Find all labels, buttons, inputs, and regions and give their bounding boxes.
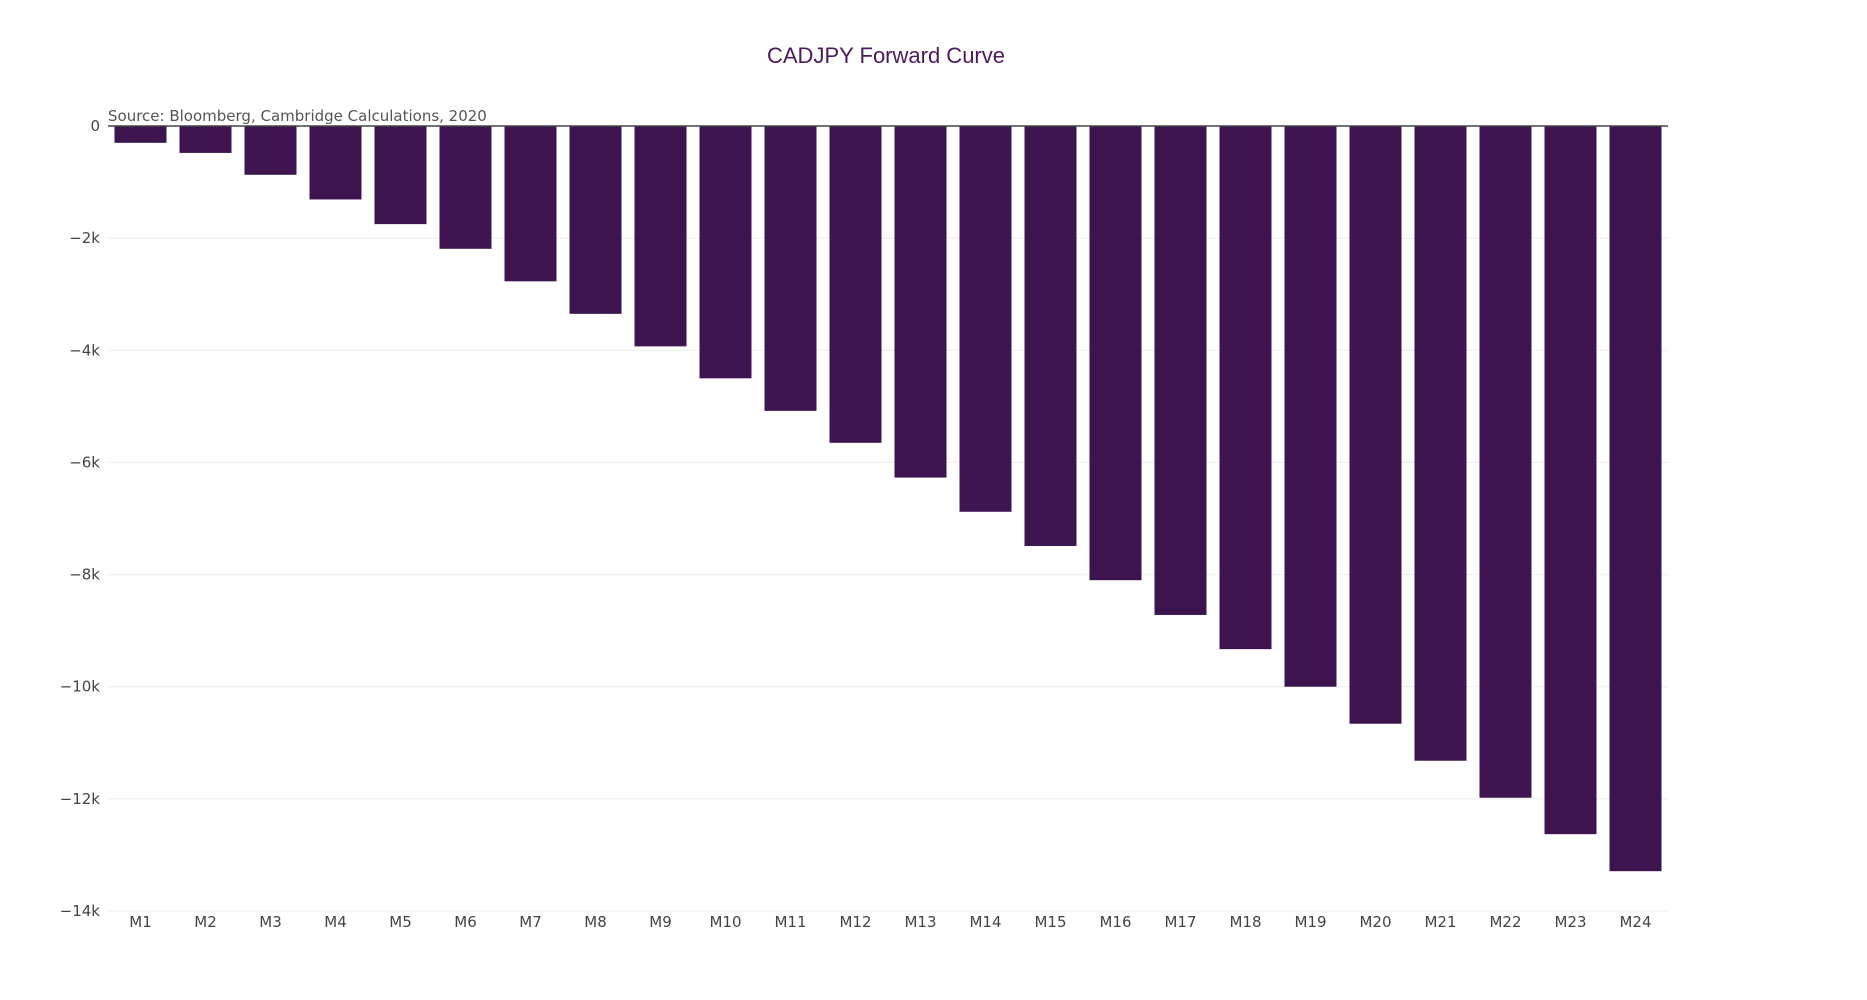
y-axis-ticks: 0 −2k −4k −6k −8k −10k −12k −14k bbox=[60, 117, 101, 920]
x-tick-label: M19 bbox=[1294, 913, 1326, 931]
bar-m2[interactable] bbox=[179, 126, 232, 153]
y-tick-label: 0 bbox=[90, 117, 100, 135]
x-tick-label: M18 bbox=[1229, 913, 1261, 931]
y-tick-label: −10k bbox=[60, 678, 101, 696]
bar-m24[interactable] bbox=[1609, 126, 1662, 872]
x-tick-label: M24 bbox=[1619, 913, 1651, 931]
bar-m22[interactable] bbox=[1479, 126, 1532, 798]
bar-m12[interactable] bbox=[829, 126, 882, 443]
x-tick-label: M14 bbox=[969, 913, 1001, 931]
bar-m15[interactable] bbox=[1024, 126, 1077, 546]
x-tick-label: M21 bbox=[1424, 913, 1456, 931]
bar-m18[interactable] bbox=[1219, 126, 1272, 650]
y-tick-label: −6k bbox=[69, 453, 100, 471]
bar-m4[interactable] bbox=[309, 126, 362, 200]
x-tick-label: M2 bbox=[194, 913, 217, 931]
x-tick-label: M4 bbox=[324, 913, 347, 931]
x-tick-label: M9 bbox=[649, 913, 672, 931]
bar-m14[interactable] bbox=[959, 126, 1012, 512]
x-tick-label: M11 bbox=[774, 913, 806, 931]
chart-title: CADJPY Forward Curve bbox=[767, 43, 1005, 68]
bar-m16[interactable] bbox=[1089, 126, 1142, 581]
x-tick-label: M17 bbox=[1164, 913, 1196, 931]
y-tick-label: −8k bbox=[69, 566, 100, 584]
x-tick-label: M16 bbox=[1099, 913, 1131, 931]
x-tick-label: M5 bbox=[389, 913, 412, 931]
bar-m8[interactable] bbox=[569, 126, 622, 314]
x-tick-label: M3 bbox=[259, 913, 282, 931]
x-tick-label: M12 bbox=[839, 913, 871, 931]
bar-m1[interactable] bbox=[114, 126, 167, 143]
bar-m7[interactable] bbox=[504, 126, 557, 282]
y-tick-label: −2k bbox=[69, 229, 100, 247]
bar-m9[interactable] bbox=[634, 126, 687, 347]
bar-m11[interactable] bbox=[764, 126, 817, 411]
x-tick-label: M8 bbox=[584, 913, 607, 931]
x-tick-label: M7 bbox=[519, 913, 542, 931]
bar-layer bbox=[114, 126, 1662, 872]
y-tick-label: −12k bbox=[60, 790, 101, 808]
x-tick-label: M15 bbox=[1034, 913, 1066, 931]
y-tick-label: −14k bbox=[60, 902, 101, 920]
y-tick-label: −4k bbox=[69, 341, 100, 359]
x-tick-label: M13 bbox=[904, 913, 936, 931]
bar-m19[interactable] bbox=[1284, 126, 1337, 687]
x-axis-ticks: M1 M2 M3 M4 M5 M6 M7 M8 M9 M10 M11 M12 M13 M14 M15 M16 M… bbox=[129, 913, 1651, 931]
bar-m17[interactable] bbox=[1154, 126, 1207, 615]
x-tick-label: M6 bbox=[454, 913, 477, 931]
x-tick-label: M10 bbox=[709, 913, 741, 931]
x-tick-label: M22 bbox=[1489, 913, 1521, 931]
bar-m21[interactable] bbox=[1414, 126, 1467, 761]
x-tick-label: M20 bbox=[1359, 913, 1391, 931]
bar-m3[interactable] bbox=[244, 126, 297, 175]
bar-m23[interactable] bbox=[1544, 126, 1597, 835]
x-tick-label: M23 bbox=[1554, 913, 1586, 931]
source-annotation: Source: Bloomberg, Cambridge Calculation… bbox=[108, 107, 487, 125]
x-tick-label: M1 bbox=[129, 913, 152, 931]
bar-m10[interactable] bbox=[699, 126, 752, 379]
grid-layer bbox=[108, 237, 1668, 912]
bar-m5[interactable] bbox=[374, 126, 427, 225]
bar-m13[interactable] bbox=[894, 126, 947, 478]
bar-m20[interactable] bbox=[1349, 126, 1402, 724]
bar-m6[interactable] bbox=[439, 126, 492, 249]
